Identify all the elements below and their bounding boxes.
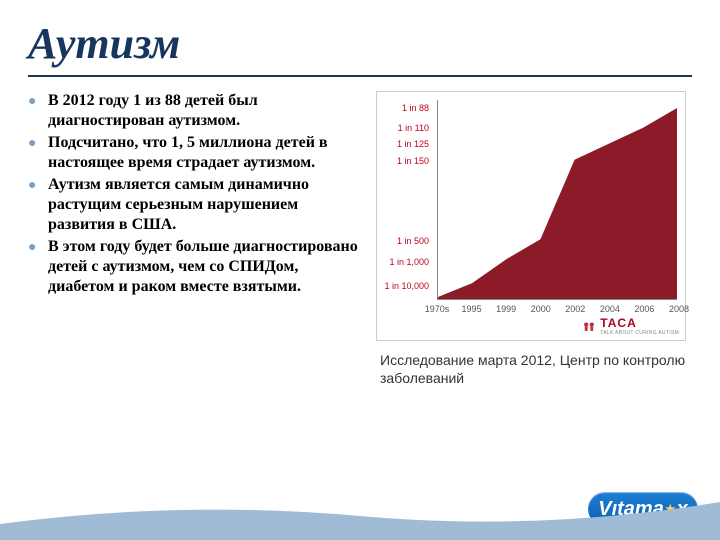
footer-curve [0, 496, 720, 540]
taca-subtitle: TALK ABOUT CURING AUTISM [600, 330, 679, 336]
x-tick-label: 1970s [425, 304, 450, 314]
x-tick-label: 2002 [565, 304, 585, 314]
taca-icon [582, 319, 596, 333]
y-tick-label: 1 in 1,000 [377, 257, 433, 267]
y-tick-label: 1 in 88 [377, 103, 433, 113]
y-tick-label: 1 in 10,000 [377, 281, 433, 291]
bullet-item: Подсчитано, что 1, 5 миллиона детей в на… [28, 133, 358, 173]
slide-container: Аутизм В 2012 году 1 из 88 детей был диа… [0, 0, 720, 540]
caption-line-1: Исследование марта 2012, Центр по контро… [380, 352, 685, 368]
title-underline [28, 75, 692, 77]
y-tick-label: 1 in 125 [377, 139, 433, 149]
autism-chart: TACA TALK ABOUT CURING AUTISM 1 in 88 1 i… [376, 91, 686, 341]
x-tick-label: 2006 [634, 304, 654, 314]
y-tick-label: 1 in 500 [377, 236, 433, 246]
bullet-item: В 2012 году 1 из 88 детей был диагностир… [28, 91, 358, 131]
x-tick-label: 1999 [496, 304, 516, 314]
y-tick-label: 1 in 150 [377, 156, 433, 166]
bullet-item: В этом году будет больше диагностировано… [28, 237, 358, 297]
slide-title: Аутизм [28, 18, 692, 69]
chart-plot-area [437, 100, 677, 300]
chart-caption: Исследование марта 2012, Центр по контро… [376, 351, 692, 387]
area-fill-svg [438, 100, 677, 299]
x-tick-label: 2004 [600, 304, 620, 314]
x-tick-label: 1995 [462, 304, 482, 314]
bullet-list: В 2012 году 1 из 88 детей был диагностир… [28, 91, 358, 387]
taca-label: TACA [600, 316, 679, 330]
x-tick-label: 2000 [531, 304, 551, 314]
taca-badge: TACA TALK ABOUT CURING AUTISM [582, 316, 679, 336]
chart-column: TACA TALK ABOUT CURING AUTISM 1 in 88 1 i… [376, 91, 692, 387]
caption-line-2: заболеваний [380, 370, 464, 386]
content-row: В 2012 году 1 из 88 детей был диагностир… [28, 91, 692, 387]
bullet-item: Аутизм является самым динамично растущим… [28, 175, 358, 235]
x-tick-label: 2008 [669, 304, 689, 314]
y-tick-label: 1 in 110 [377, 123, 433, 133]
